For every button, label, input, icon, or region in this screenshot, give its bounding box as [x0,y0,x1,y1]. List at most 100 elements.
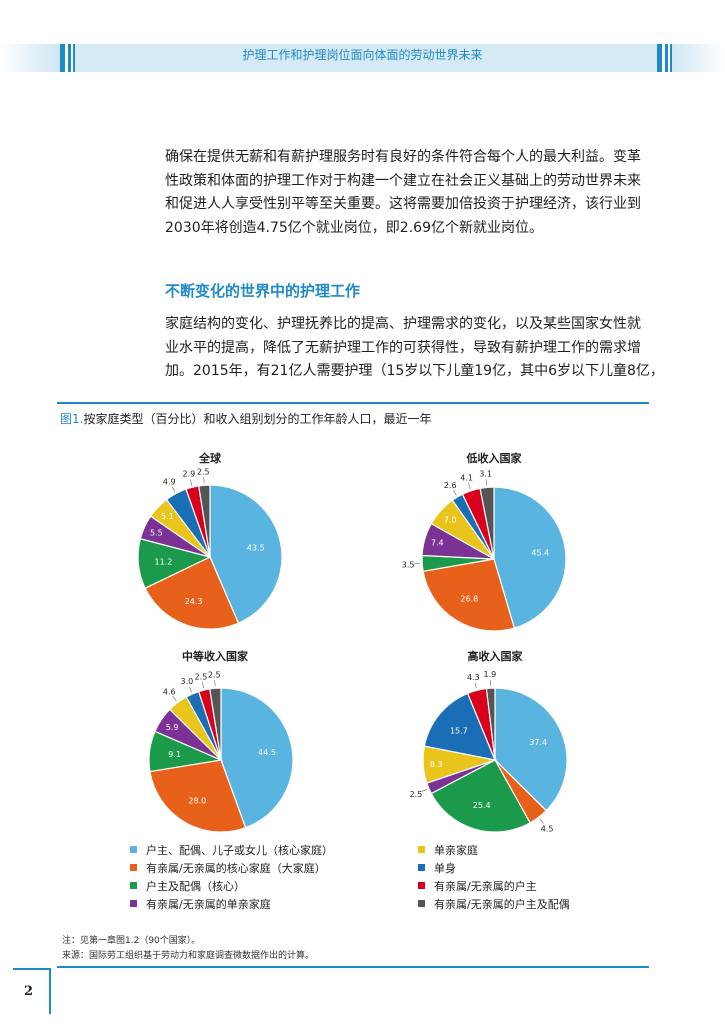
text-line: 加。2015年，有21亿人需要护理（15岁以下儿童19亿，其中6岁以下儿童8亿， [165,363,664,379]
figure-title-text: 按家庭类型（百分比）和收入组别划分的工作年龄人口，最近一年 [83,412,432,426]
pie-slice [149,759,247,833]
pie-chart: 低收入国家 45.4 26.8 3.5 7.4 7.0 2.64.1 3.1 [402,451,567,632]
pie-title: 低收入国家 [466,451,523,465]
legend-label: 有亲属/无亲属的户主 [434,880,537,893]
slice-label: 8.3 [430,760,443,769]
legend-swatch [418,882,425,889]
leader-line [485,479,488,486]
legend-label: 户主及配偶（核心） [146,880,245,893]
leader-line [190,479,193,486]
slice-label: 15.7 [450,726,468,735]
pie-slice [494,687,568,812]
leader-line [172,695,177,702]
legend-label: 有亲属/无亲属的核心家庭（大家庭） [146,862,326,875]
header-bar [0,44,725,72]
slice-label: 2.5 [195,672,208,681]
legend-swatch [418,846,425,853]
legend-swatch [418,900,425,907]
slice-label: 9.1 [168,750,181,759]
legend-swatch [130,900,137,907]
legend-label: 户主、配偶、儿子或女儿（核心家庭） [146,844,333,857]
legend-item: 有亲属/无亲属的单亲家庭 [130,896,333,914]
leader-line [539,818,544,824]
pie-slice [144,556,240,630]
legend-label: 单亲家庭 [434,844,478,857]
figure-title: 图1.按家庭类型（百分比）和收入组别划分的工作年龄人口，最近一年 [60,410,431,427]
legend-item: 户主、配偶、儿子或女儿（核心家庭） [130,842,333,860]
slice-label: 28.0 [188,796,206,805]
page-corner-decoration [13,968,51,1014]
legend-item: 有亲属/无亲属的户主 [418,878,570,896]
figure-bottom-rule [57,966,649,968]
legend-right: 单亲家庭 单身 有亲属/无亲属的户主 有亲属/无亲属的户主及配偶 [418,842,570,914]
pie-title: 高收入国家 [468,649,524,663]
legend-left: 户主、配偶、儿子或女儿（核心家庭） 有亲属/无亲属的核心家庭（大家庭） 户主及配… [130,842,333,914]
slice-label: 25.4 [473,801,491,810]
legend-item: 单身 [418,860,570,878]
slice-label: 3.5 [402,560,415,569]
pie-slice [430,759,531,833]
slice-label: 7.4 [431,539,444,548]
leader-line [202,682,205,689]
text-line: 确保在提供无薪和有薪护理服务时有良好的条件符合每个人的最大利益。变革 [165,149,641,165]
slice-label: 4.1 [460,473,473,482]
pie-slice [485,687,496,761]
section-heading: 不断变化的世界中的护理工作 [165,282,361,300]
pie-slice [493,486,567,629]
legend-item: 单亲家庭 [418,842,570,860]
slice-label: 7.0 [444,515,457,524]
pie-slice [209,687,222,761]
slice-label: 4.6 [163,687,176,696]
paragraph-1: 确保在提供无薪和有薪护理服务时有良好的条件符合每个人的最大利益。变革 性政策和体… [165,146,665,240]
pie-title: 全球 [198,451,222,465]
slice-label: 2.5 [197,467,210,476]
legend-label: 有亲属/无亲属的户主及配偶 [434,898,570,911]
pie-slice [422,558,516,632]
pie-slice [209,484,283,624]
pie-slice [220,687,294,829]
leader-line [452,490,457,496]
paragraph-2: 家庭结构的变化、护理抚养比的提高、护理需求的变化，以及某些国家女性就 业水平的提… [165,313,665,384]
slice-label: 44.5 [258,748,276,757]
legend-item: 有亲属/无亲属的户主及配偶 [418,896,570,914]
slice-label: 5.9 [166,723,179,732]
source-text: 来源：国际劳工组织基于劳动力和家庭调查微数据作出的计算。 [62,951,315,961]
leader-line [474,682,477,689]
text-line: 2030年将创造4.75亿个就业岗位，即2.69亿个新就业岗位。 [165,219,543,236]
pie-slice [198,484,211,558]
slice-label: 26.8 [460,595,478,604]
legend-swatch [130,882,137,889]
slice-label: 37.4 [529,738,547,747]
figure-notes: 注：见第一章图1.2（90个国家）。 来源：国际劳工组织基于劳动力和家庭调查微数… [62,934,314,964]
pie-slice [423,692,496,761]
legend-swatch [130,846,137,853]
pie-chart: 高收入国家 37.4 4.5 25.4 2.5 8.3 15.7 4.3 1.9 [410,649,568,833]
leader-line [188,686,192,693]
slice-label: 4.3 [467,673,480,682]
slice-label: 2.5 [410,790,423,799]
slice-label: 2.5 [208,670,221,679]
text-line: 性政策和体面的护理工作对于构建一个建立在社会正义基础上的劳动世界未来 [165,172,641,189]
figure-number: 图1. [60,412,84,426]
slice-label: 3.0 [181,677,194,686]
slice-label: 3.1 [479,469,492,478]
slice-label: 2.6 [444,481,457,490]
leader-line [421,788,428,792]
slice-label: 4.9 [163,477,176,486]
slice-label: 11.2 [155,557,173,566]
legend-label: 有亲属/无亲属的单亲家庭 [146,898,271,911]
leader-line [468,483,471,489]
figure-top-rule [57,402,649,404]
legend-swatch [418,864,425,871]
text-line: 业水平的提高，降低了无薪护理工作的可获得性，导致有薪护理工作的需求增 [165,339,641,356]
note-text: 注：见第一章图1.2（90个国家）。 [62,936,201,946]
page-number: 2 [24,984,34,999]
leader-line [171,486,176,492]
slice-label: 45.4 [531,548,549,557]
legend-item: 户主及配偶（核心） [130,878,333,896]
slice-label: 5.5 [150,528,163,537]
legend-item: 有亲属/无亲属的核心家庭（大家庭） [130,860,333,878]
running-header-title: 护理工作和护理岗位面向体面的劳动世界未来 [242,48,483,62]
